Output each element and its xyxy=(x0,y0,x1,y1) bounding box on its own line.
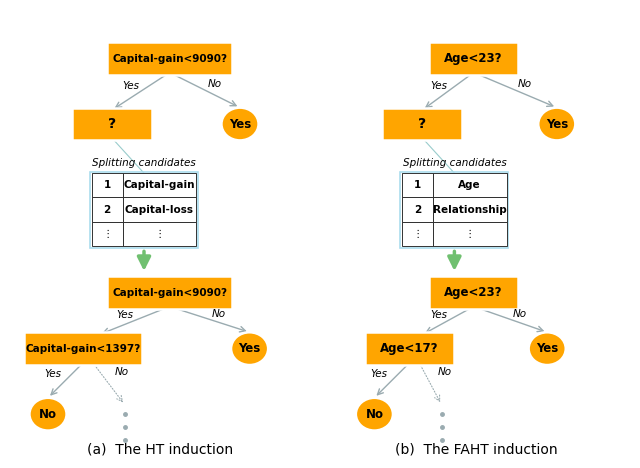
Text: Age<17?: Age<17? xyxy=(380,342,439,355)
FancyBboxPatch shape xyxy=(108,42,232,75)
Text: Yes: Yes xyxy=(44,369,61,380)
Bar xyxy=(402,173,433,197)
Text: Yes: Yes xyxy=(123,80,140,91)
Text: Yes: Yes xyxy=(546,117,568,131)
Text: Yes: Yes xyxy=(430,310,447,320)
Text: Splitting candidates: Splitting candidates xyxy=(403,158,506,168)
Bar xyxy=(123,197,196,222)
Text: ⋮: ⋮ xyxy=(154,229,164,239)
Text: ⋮: ⋮ xyxy=(465,229,475,239)
Text: ?: ? xyxy=(419,117,426,131)
Text: No: No xyxy=(115,367,129,377)
Text: Yes: Yes xyxy=(430,80,447,91)
FancyBboxPatch shape xyxy=(429,276,518,309)
Ellipse shape xyxy=(356,398,393,431)
Text: Capital-gain<1397?: Capital-gain<1397? xyxy=(26,344,141,354)
Text: Capital-gain<9090?: Capital-gain<9090? xyxy=(112,53,227,64)
Text: 2: 2 xyxy=(414,205,421,215)
Bar xyxy=(402,222,433,246)
Text: Capital-gain: Capital-gain xyxy=(124,180,195,190)
Ellipse shape xyxy=(29,398,67,431)
Bar xyxy=(123,173,196,197)
FancyBboxPatch shape xyxy=(24,332,143,365)
FancyBboxPatch shape xyxy=(108,276,232,309)
Bar xyxy=(92,197,123,222)
Text: Age: Age xyxy=(458,180,481,190)
Text: Yes: Yes xyxy=(371,369,388,380)
Text: No: No xyxy=(518,80,532,89)
Text: No: No xyxy=(39,408,57,421)
Text: No: No xyxy=(207,80,221,89)
Text: 1: 1 xyxy=(414,180,421,190)
Text: Capital-loss: Capital-loss xyxy=(125,205,194,215)
Text: Capital-gain<9090?: Capital-gain<9090? xyxy=(112,287,227,298)
Text: 2: 2 xyxy=(104,205,111,215)
Text: No: No xyxy=(438,367,452,377)
Text: Yes: Yes xyxy=(239,342,260,355)
Text: No: No xyxy=(365,408,383,421)
Text: ⋮: ⋮ xyxy=(102,229,113,239)
Bar xyxy=(433,222,507,246)
FancyBboxPatch shape xyxy=(365,332,454,365)
Bar xyxy=(123,222,196,246)
Text: (b)  The FAHT induction: (b) The FAHT induction xyxy=(396,442,558,456)
Text: Yes: Yes xyxy=(116,310,133,320)
Text: No: No xyxy=(513,309,527,319)
Text: Age<23?: Age<23? xyxy=(444,52,503,65)
Text: Yes: Yes xyxy=(536,342,558,355)
Text: 1: 1 xyxy=(104,180,111,190)
Text: ⋮: ⋮ xyxy=(412,229,423,239)
Ellipse shape xyxy=(231,332,268,365)
Ellipse shape xyxy=(529,332,566,365)
FancyBboxPatch shape xyxy=(72,108,152,140)
Ellipse shape xyxy=(538,108,575,140)
FancyBboxPatch shape xyxy=(429,42,518,75)
Text: Splitting candidates: Splitting candidates xyxy=(92,158,196,168)
Text: Age<23?: Age<23? xyxy=(444,286,503,299)
Bar xyxy=(433,197,507,222)
Ellipse shape xyxy=(221,108,259,140)
Bar xyxy=(402,197,433,222)
Text: (a)  The HT induction: (a) The HT induction xyxy=(87,442,233,456)
Text: Yes: Yes xyxy=(229,117,251,131)
Text: No: No xyxy=(212,309,227,319)
Bar xyxy=(92,222,123,246)
Bar xyxy=(433,173,507,197)
Bar xyxy=(92,173,123,197)
Text: Relationship: Relationship xyxy=(433,205,507,215)
Text: ?: ? xyxy=(108,117,116,131)
FancyBboxPatch shape xyxy=(383,108,463,140)
